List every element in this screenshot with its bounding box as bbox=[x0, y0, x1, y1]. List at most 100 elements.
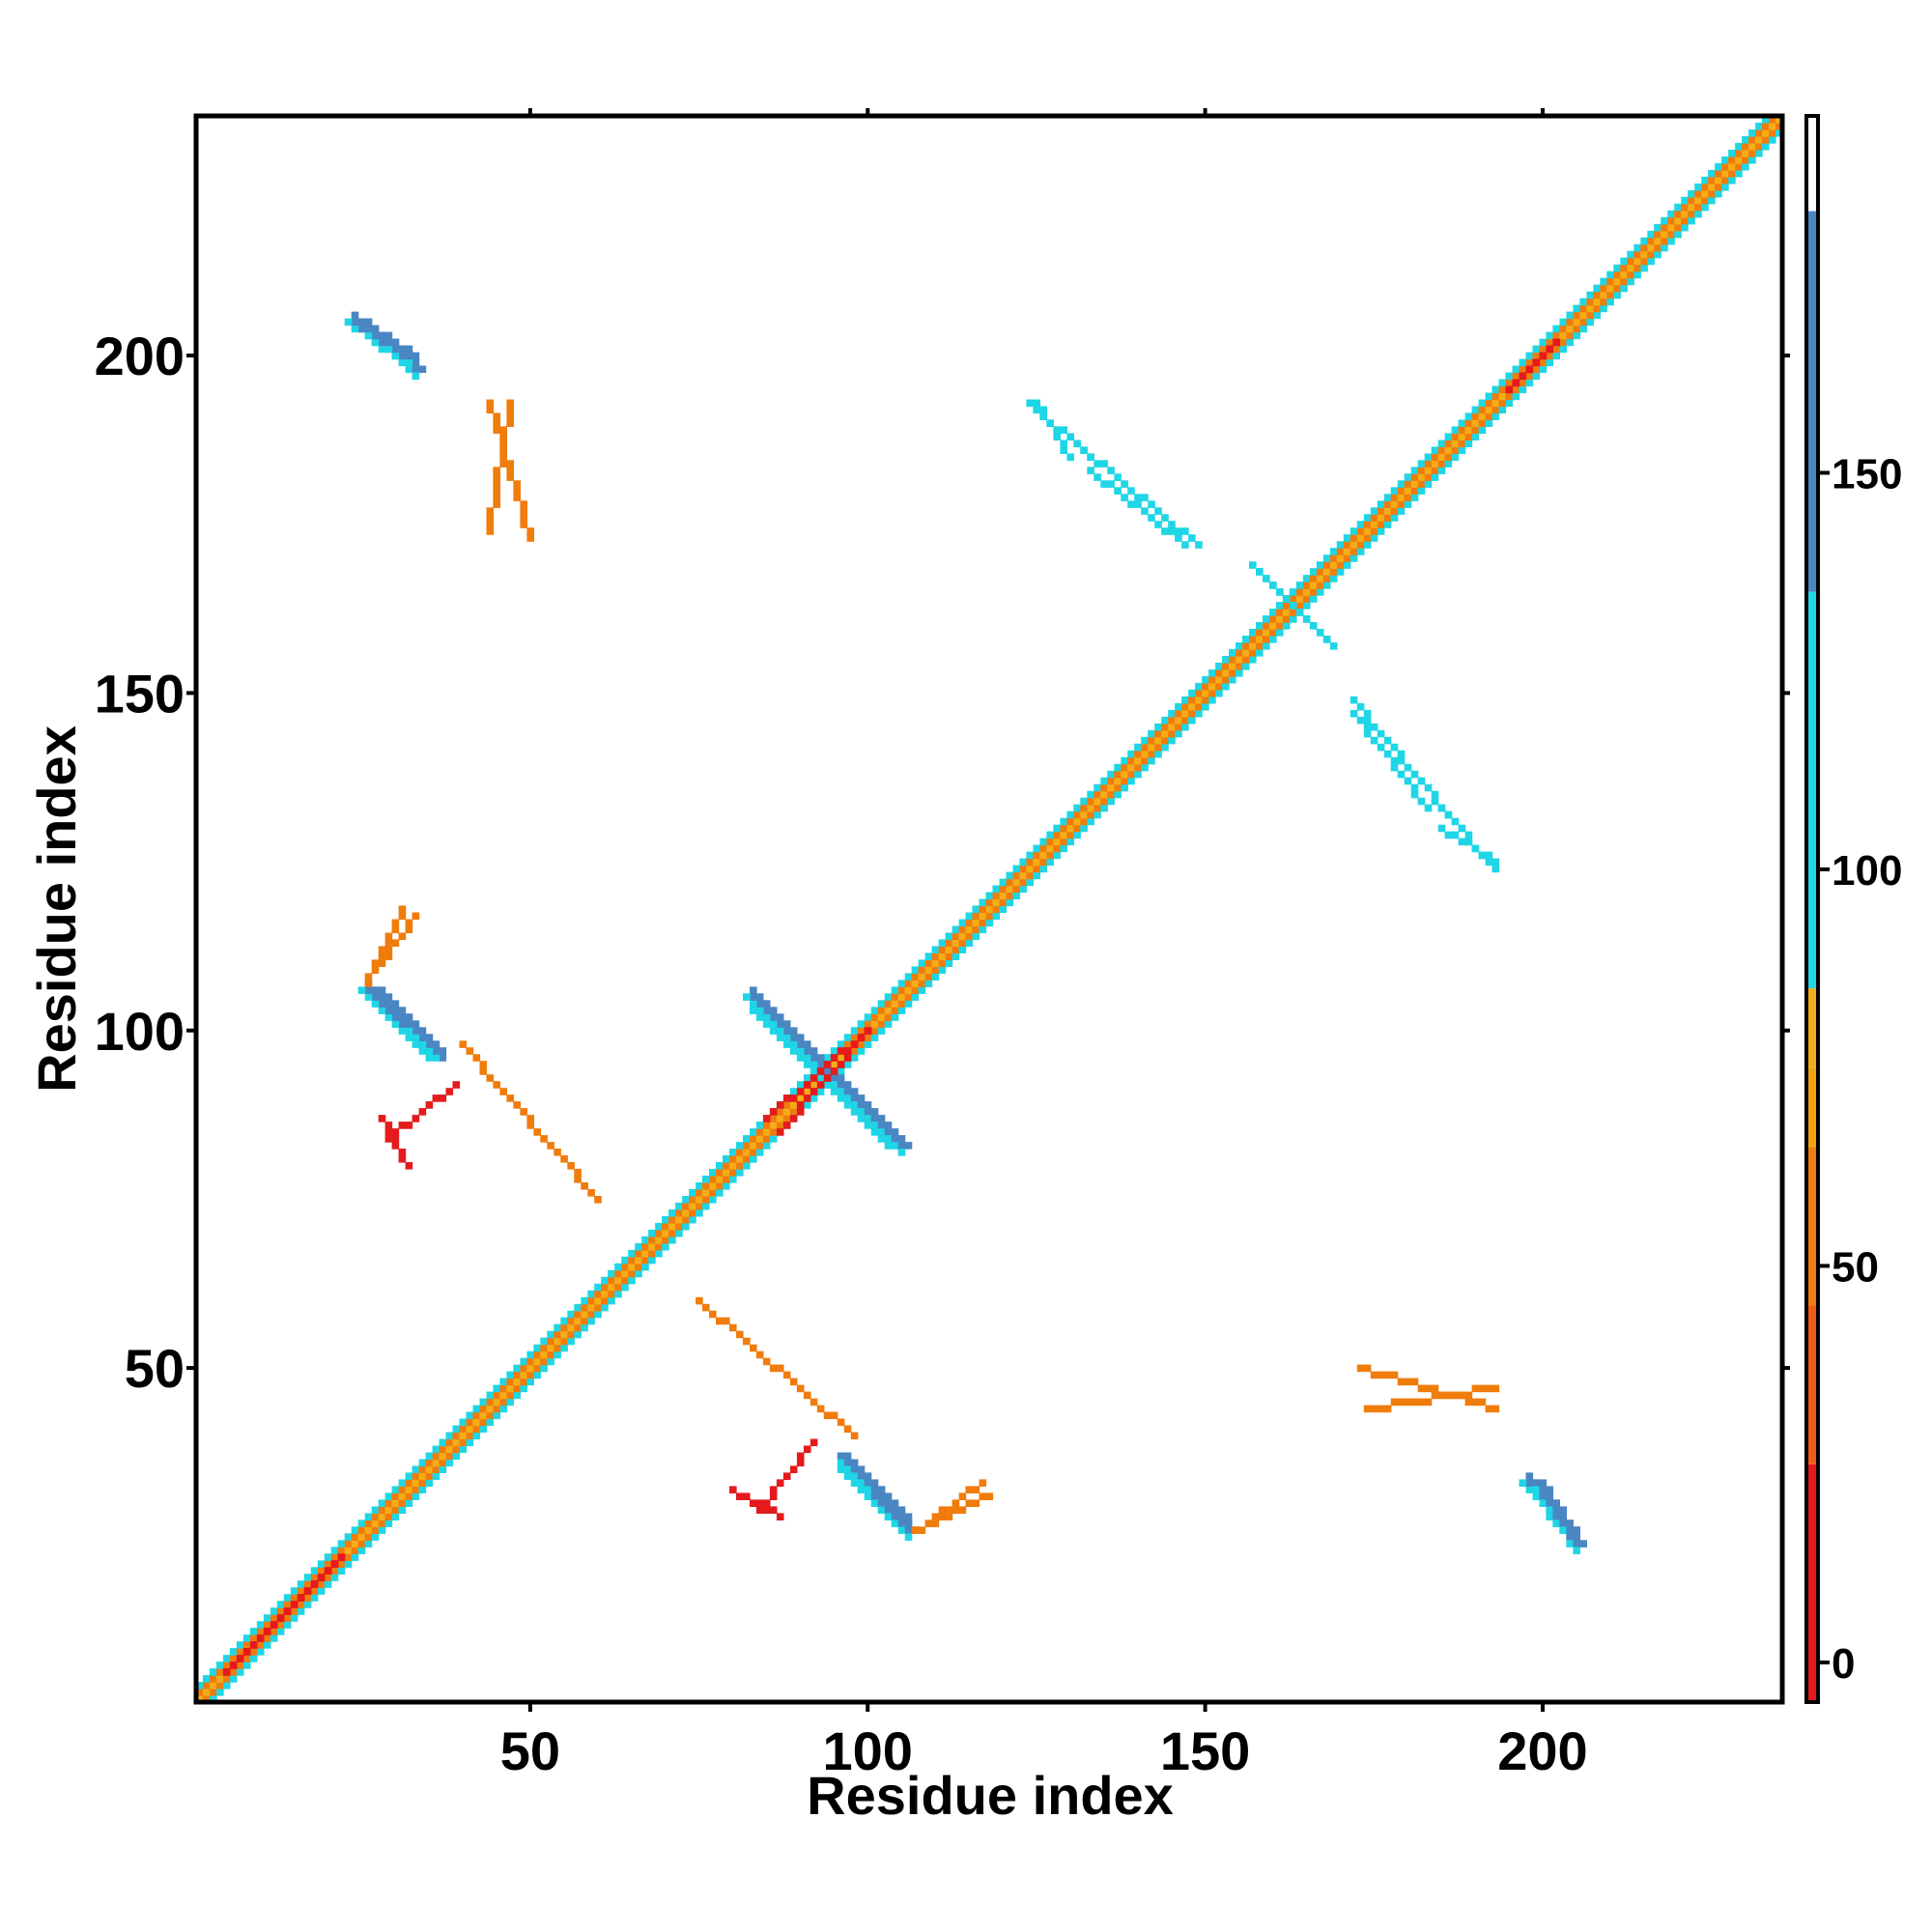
contact-cell bbox=[965, 925, 974, 934]
contact-cell bbox=[526, 1350, 534, 1359]
contact-cell bbox=[1681, 210, 1689, 218]
contact-cell bbox=[1363, 709, 1372, 718]
contact-cell bbox=[743, 1492, 751, 1500]
contact-cell bbox=[1417, 487, 1426, 495]
contact-cell bbox=[384, 1135, 393, 1143]
contact-cell bbox=[513, 494, 521, 501]
contact-cell bbox=[1188, 709, 1196, 718]
contact-cell bbox=[364, 993, 373, 1001]
contact-cell bbox=[1701, 196, 1709, 205]
contact-cell bbox=[776, 1115, 784, 1122]
contact-cell bbox=[1356, 527, 1365, 535]
contact-cell bbox=[533, 1357, 541, 1366]
contact-cell bbox=[762, 1013, 771, 1021]
contact-cell bbox=[1735, 149, 1743, 157]
contact-cell bbox=[1464, 433, 1473, 440]
contact-cell bbox=[547, 1337, 554, 1346]
contact-cell bbox=[242, 1641, 251, 1649]
contact-cell bbox=[1175, 527, 1182, 535]
contact-cell bbox=[1573, 311, 1580, 320]
contact-cell bbox=[945, 952, 953, 960]
contact-cell bbox=[1282, 622, 1291, 630]
contact-cell bbox=[762, 1007, 771, 1014]
contact-cell bbox=[1485, 851, 1493, 860]
contact-cell bbox=[222, 1655, 231, 1662]
contact-cell bbox=[412, 352, 420, 360]
contact-cell bbox=[1080, 817, 1088, 826]
contact-cell bbox=[567, 1317, 575, 1325]
contact-cell bbox=[1343, 548, 1351, 555]
contact-cell bbox=[1471, 1384, 1480, 1393]
contact-cell bbox=[1708, 169, 1716, 178]
contact-cell bbox=[723, 1182, 730, 1190]
contact-cell bbox=[891, 1513, 899, 1520]
contact-cell bbox=[1350, 554, 1358, 562]
contact-cell bbox=[716, 1169, 724, 1177]
contact-cell bbox=[628, 1249, 636, 1258]
contact-cell bbox=[1195, 696, 1203, 704]
contact-cell bbox=[1667, 230, 1675, 239]
contact-cell bbox=[918, 973, 926, 980]
contact-cell bbox=[1383, 494, 1392, 501]
contact-cell bbox=[1647, 250, 1655, 259]
contact-cell bbox=[486, 1405, 495, 1413]
contact-cell bbox=[1478, 1398, 1487, 1406]
contact-cell bbox=[952, 939, 960, 947]
contact-cell bbox=[1755, 129, 1763, 137]
contact-cell bbox=[1586, 318, 1594, 327]
contact-cell bbox=[689, 1215, 696, 1224]
contact-cell bbox=[1046, 844, 1054, 853]
contact-cell bbox=[1249, 561, 1257, 569]
contact-cell bbox=[709, 1182, 717, 1190]
contact-cell bbox=[769, 1115, 778, 1122]
contact-cell bbox=[958, 1492, 967, 1500]
contact-cell bbox=[1249, 649, 1257, 657]
contact-cell bbox=[702, 1182, 710, 1190]
contact-cell bbox=[1276, 602, 1284, 610]
contact-cell bbox=[344, 1540, 353, 1548]
contact-cell bbox=[1033, 399, 1040, 408]
contact-cell bbox=[789, 1040, 798, 1048]
contact-cell bbox=[1154, 750, 1162, 758]
contact-cell bbox=[445, 1088, 454, 1095]
contact-cell bbox=[1505, 372, 1514, 381]
contact-cell bbox=[1370, 723, 1378, 731]
contact-cell bbox=[337, 1553, 346, 1561]
contact-cell bbox=[1060, 838, 1067, 846]
contact-cell bbox=[513, 1378, 521, 1386]
contact-cell bbox=[850, 1027, 859, 1035]
contact-cell bbox=[1492, 1405, 1500, 1413]
contact-cell bbox=[1188, 534, 1196, 542]
contact-cell bbox=[506, 1391, 514, 1400]
contact-cell bbox=[769, 1007, 778, 1014]
contact-cell bbox=[648, 1256, 656, 1264]
contact-cell bbox=[1600, 284, 1607, 293]
contact-cell bbox=[506, 1398, 514, 1406]
contact-cell bbox=[1006, 878, 1014, 887]
contact-cell bbox=[432, 1094, 440, 1102]
contact-cell bbox=[283, 1607, 292, 1615]
contact-cell bbox=[857, 1047, 866, 1055]
contact-cell bbox=[1107, 777, 1115, 785]
contact-cell bbox=[945, 946, 953, 953]
contact-cell bbox=[938, 966, 947, 974]
contact-cell bbox=[709, 1189, 717, 1197]
contact-cell bbox=[344, 1560, 353, 1568]
contact-cell bbox=[297, 1587, 305, 1595]
contact-cell bbox=[1647, 257, 1655, 266]
contact-cell bbox=[1437, 467, 1446, 474]
contact-cell bbox=[702, 1303, 710, 1312]
contact-cell bbox=[1661, 237, 1668, 245]
contact-cell bbox=[945, 1513, 953, 1520]
contact-cell bbox=[1222, 663, 1230, 670]
contact-cell bbox=[621, 1269, 629, 1278]
contact-cell bbox=[1431, 446, 1439, 454]
contact-cell bbox=[1519, 372, 1527, 381]
contact-cell bbox=[560, 1155, 568, 1163]
contact-cell bbox=[1087, 453, 1094, 461]
contact-cell bbox=[810, 1088, 818, 1095]
contact-cell bbox=[782, 1094, 791, 1102]
contact-cell bbox=[581, 1317, 588, 1325]
contact-cell bbox=[1053, 426, 1061, 434]
